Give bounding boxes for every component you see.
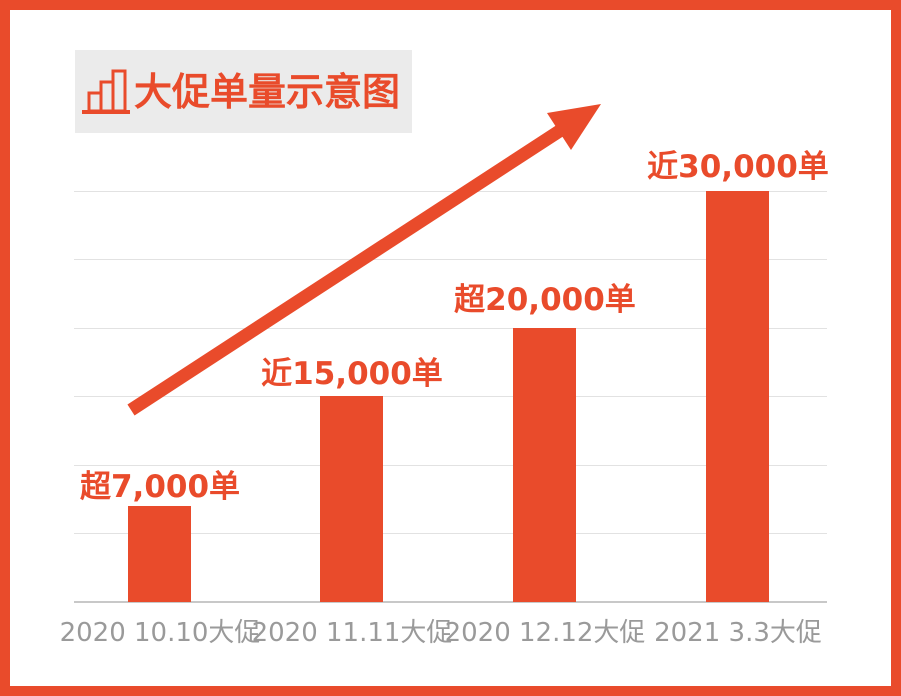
chart-title: 大促单量示意图 bbox=[134, 69, 401, 114]
x-axis-label: 2021 3.3大促 bbox=[654, 618, 822, 648]
bar-value-label: 近30,000单 bbox=[647, 149, 829, 185]
bar-2021-3-3 bbox=[706, 191, 769, 602]
bar-2020-12-12 bbox=[513, 328, 576, 602]
gridline bbox=[74, 533, 827, 534]
bar-value-label: 超7,000单 bbox=[79, 469, 241, 505]
bar-2020-10-10 bbox=[128, 506, 191, 602]
x-axis-label: 2020 10.10大促 bbox=[59, 618, 261, 648]
bar-value-label: 超20,000单 bbox=[454, 282, 636, 318]
bar-value-label: 近15,000单 bbox=[261, 356, 443, 392]
chart-title-box: 大促单量示意图 bbox=[75, 50, 412, 133]
x-axis-line bbox=[74, 601, 827, 603]
gridline bbox=[74, 465, 827, 466]
bar-2020-11-11 bbox=[320, 396, 383, 602]
x-axis-label: 2020 11.11大促 bbox=[251, 618, 453, 648]
x-axis-label: 2020 12.12大促 bbox=[444, 618, 646, 648]
bar-chart-icon bbox=[82, 69, 130, 114]
